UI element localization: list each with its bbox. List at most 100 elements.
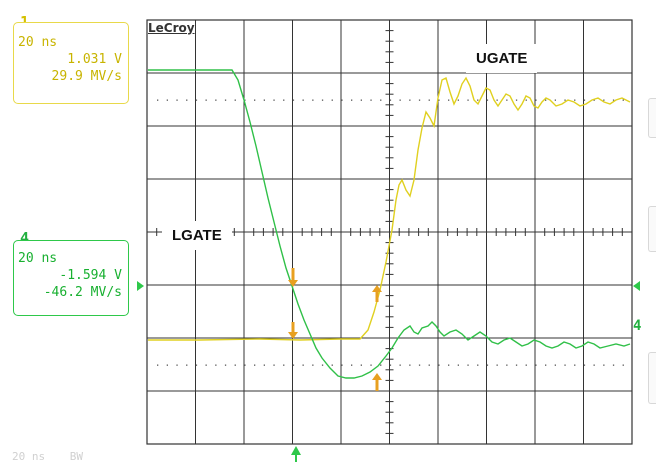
grid-dot [389,364,392,366]
grid-dot [603,99,605,101]
grid-dot [418,99,421,101]
channel4-value: -1.594 V [59,268,122,283]
grid-dot [409,364,411,366]
grid-dot [583,99,586,101]
level-markers [137,281,640,462]
grid-dot [176,99,178,101]
channel4-readout[interactable]: 20 ns -1.594 V -46.2 MV/s [13,240,129,316]
grid-dot [622,99,624,101]
grid-dot [554,99,556,101]
grid-dot [205,99,207,101]
grid-dot [506,364,508,366]
grid-dot [312,364,314,366]
grid-dot [292,99,295,101]
grid-dot [321,364,324,366]
grid-dot [535,364,537,366]
grid-dot [574,99,576,101]
grid-dot [273,364,275,366]
channel4-number: 4 [20,229,30,247]
grid-dot [622,364,624,366]
channel1-timebase: 20 ns [18,35,58,50]
grid-dot [360,364,362,366]
grid-dot [195,364,198,366]
grid-dot [438,99,440,101]
grid-dot [477,364,479,366]
channel1-readout[interactable]: 20 ns 1.031 V 29.9 MV/s [13,22,129,104]
grid-dot [467,364,469,366]
grid-dot [166,99,168,101]
grid-dot [477,99,479,101]
grid-dot [535,99,537,101]
grid-dot [254,99,256,101]
grid-dot [283,364,285,366]
grid-dot [486,364,489,366]
grid-dot [448,99,450,101]
grid-dot [302,99,304,101]
grid-dot [292,364,295,366]
grid-dot [574,364,576,366]
grid-dot [583,364,586,366]
grid-dot [525,364,527,366]
lgate-label: LGATE [162,221,232,250]
grid-dot [341,99,343,101]
grid-dot [448,364,450,366]
grid-dot [234,364,236,366]
grid-dot [612,99,615,101]
grid-dot [593,99,595,101]
grid-dot [545,364,547,366]
ugate-label: UGATE [466,44,538,73]
grid-dot [157,99,159,101]
side-tab[interactable] [648,98,656,138]
side-tab[interactable] [648,352,656,404]
grid-dot [467,99,469,101]
grid-dot [244,99,246,101]
grid-dot [273,99,275,101]
grid-dot [457,364,459,366]
grid-dot [380,99,382,101]
channel4-slew: -46.2 MV/s [43,285,122,300]
grid-dot [331,364,333,366]
grid-dot [409,99,411,101]
grid-dot [486,99,489,101]
grid-dot [603,364,605,366]
channel1-slew: 29.9 MV/s [51,69,122,84]
grid-dot [157,364,159,366]
grid-dot [351,99,353,101]
grid-dot [321,99,324,101]
grid-dot [331,99,333,101]
status-bar: 20 ns BW [12,450,101,463]
grid-dot [438,364,440,366]
grid-dot [302,364,304,366]
grid-dot [351,364,353,366]
channel4-timebase: 20 ns [18,251,58,266]
grid-dot [564,364,566,366]
lgate-trace [148,69,631,379]
grid-dot [399,364,401,366]
grid-dot [341,364,343,366]
grid-dot [506,99,508,101]
grid-dot [254,364,256,366]
grid-dot [515,364,518,366]
grid-dot [380,364,382,366]
grid-dot [244,364,246,366]
grid-dot [593,364,595,366]
grid-dot [360,99,362,101]
status-timebase: 20 ns [12,450,46,463]
grid-dot [428,364,430,366]
grid-dot [215,364,217,366]
grid-dot [428,99,430,101]
ugate-trace [148,76,631,341]
grid-dot [224,364,227,366]
brand-logo: LeCroy [148,21,195,35]
grid-dot [399,99,401,101]
grid-dot [564,99,566,101]
grid-dot [545,99,547,101]
grid-dot [612,364,615,366]
grid-dot [186,99,188,101]
grid-dot [263,99,265,101]
grid-dot [370,99,372,101]
side-tab[interactable] [648,206,656,252]
grid-dot [205,364,207,366]
grid-dot [525,99,527,101]
